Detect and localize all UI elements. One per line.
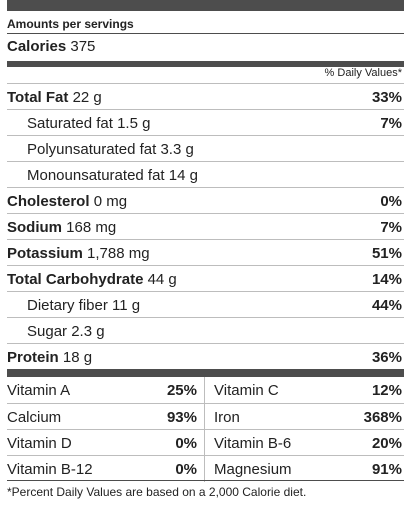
calories-label: Calories bbox=[7, 38, 67, 55]
nutrition-facts-panel: Amounts per servings Calories 375 % Dail… bbox=[7, 0, 404, 507]
nutrient-label: Sodium 168 mg bbox=[7, 219, 116, 236]
nutrient-label: Cholesterol 0 mg bbox=[7, 193, 127, 210]
nutrient-amount: 18 g bbox=[62, 349, 93, 366]
vitamin-divider bbox=[7, 369, 404, 377]
nutrient-percent: 33% bbox=[371, 89, 402, 106]
nutrient-label: Polyunsaturated fat 3.3 g bbox=[27, 141, 194, 158]
vitamin-row: Vitamin A 25% Vitamin C 12% bbox=[7, 377, 404, 403]
column-separator bbox=[204, 430, 205, 456]
nutrient-name: Total Fat bbox=[7, 89, 69, 106]
thick-divider bbox=[7, 61, 404, 67]
nutrient-name: Protein bbox=[7, 349, 59, 366]
nutrient-row: Total Fat 22 g 33% bbox=[7, 83, 404, 109]
nutrient-label: Dietary fiber 11 g bbox=[27, 297, 140, 314]
vitamin-name: Calcium bbox=[7, 409, 62, 426]
vitamin-name: Vitamin A bbox=[7, 382, 71, 399]
nutrient-percent: 14% bbox=[371, 271, 402, 288]
nutrient-name: Total Carbohydrate bbox=[7, 271, 144, 288]
nutrient-percent: 36% bbox=[371, 349, 402, 366]
nutrient-label: Saturated fat 1.5 g bbox=[27, 115, 150, 132]
vitamin-row: Vitamin B-12 0% Magnesium 91% bbox=[7, 455, 404, 482]
vitamin-row: Vitamin D 0% Vitamin B-6 20% bbox=[7, 429, 404, 456]
nutrient-row: Total Carbohydrate 44 g 14% bbox=[7, 265, 404, 291]
nutrient-row: Saturated fat 1.5 g 7% bbox=[7, 109, 404, 135]
nutrient-amount: 1,788 mg bbox=[87, 245, 150, 262]
nutrient-label: Potassium 1,788 mg bbox=[7, 245, 150, 262]
nutrient-amount: 3.3 g bbox=[160, 141, 194, 158]
nutrient-row: Cholesterol 0 mg 0% bbox=[7, 187, 404, 213]
nutrient-row: Protein 18 g 36% bbox=[7, 343, 404, 369]
nutrient-percent: 7% bbox=[380, 219, 402, 236]
nutrient-amount: 2.3 g bbox=[71, 323, 105, 340]
column-separator bbox=[204, 404, 205, 430]
nutrient-percent: 0% bbox=[380, 193, 402, 210]
divider bbox=[7, 33, 404, 34]
vitamin-percent: 25% bbox=[166, 382, 197, 399]
nutrient-row: Monounsaturated fat 14 g bbox=[7, 161, 404, 187]
vitamin-percent: 20% bbox=[371, 435, 402, 452]
vitamin-percent: 12% bbox=[371, 382, 402, 399]
nutrient-row: Sugar 2.3 g bbox=[7, 317, 404, 343]
column-separator bbox=[204, 377, 205, 403]
nutrient-label: Total Carbohydrate 44 g bbox=[7, 271, 177, 288]
vitamin-percent: 93% bbox=[166, 409, 197, 426]
column-separator bbox=[204, 456, 205, 482]
top-bar bbox=[7, 0, 404, 11]
nutrient-name: Monounsaturated fat bbox=[27, 167, 165, 184]
vitamin-percent: 0% bbox=[175, 461, 197, 478]
nutrient-percent: 7% bbox=[380, 115, 402, 132]
vitamin-row: Calcium 93% Iron 368% bbox=[7, 403, 404, 430]
calories-value: 375 bbox=[70, 38, 96, 55]
nutrient-percent: 51% bbox=[371, 245, 402, 262]
nutrient-label: Monounsaturated fat 14 g bbox=[27, 167, 198, 184]
nutrient-label: Sugar 2.3 g bbox=[27, 323, 105, 340]
nutrient-name: Polyunsaturated fat bbox=[27, 141, 157, 158]
vitamin-percent: 0% bbox=[175, 435, 197, 452]
vitamin-name: Vitamin B-6 bbox=[214, 435, 292, 452]
nutrient-name: Cholesterol bbox=[7, 193, 90, 210]
nutrient-amount: 168 mg bbox=[66, 219, 117, 236]
nutrient-list: Total Fat 22 g 33% Saturated fat 1.5 g 7% Po… bbox=[7, 83, 404, 369]
nutrient-percent: 44% bbox=[371, 297, 402, 314]
nutrient-amount: 1.5 g bbox=[117, 115, 151, 132]
vitamin-name: Magnesium bbox=[214, 461, 292, 478]
nutrient-row: Polyunsaturated fat 3.3 g bbox=[7, 135, 404, 161]
nutrient-label: Total Fat 22 g bbox=[7, 89, 102, 106]
daily-values-header: % Daily Values* bbox=[324, 67, 402, 79]
vitamin-percent: 368% bbox=[363, 409, 402, 426]
vitamin-name: Iron bbox=[214, 409, 240, 426]
nutrient-amount: 0 mg bbox=[93, 193, 128, 210]
nutrient-amount: 22 g bbox=[72, 89, 102, 106]
footnote: *Percent Daily Values are based on a 2,0… bbox=[7, 485, 307, 499]
amounts-per-serving: Amounts per servings bbox=[7, 17, 134, 31]
nutrient-name: Sugar bbox=[27, 323, 68, 340]
nutrient-row: Dietary fiber 11 g 44% bbox=[7, 291, 404, 317]
nutrient-row: Sodium 168 mg 7% bbox=[7, 213, 404, 239]
nutrient-name: Potassium bbox=[7, 245, 83, 262]
vitamin-name: Vitamin B-12 bbox=[7, 461, 93, 478]
vitamin-name: Vitamin C bbox=[214, 382, 279, 399]
nutrient-amount: 11 g bbox=[112, 297, 141, 314]
nutrient-name: Sodium bbox=[7, 219, 62, 236]
nutrient-label: Protein 18 g bbox=[7, 349, 92, 366]
vitamin-percent: 91% bbox=[371, 461, 402, 478]
nutrient-amount: 44 g bbox=[147, 271, 177, 288]
calories-line: Calories 375 bbox=[7, 38, 95, 55]
vitamin-name: Vitamin D bbox=[7, 435, 72, 452]
nutrient-name: Saturated fat bbox=[27, 115, 113, 132]
nutrient-amount: 14 g bbox=[168, 167, 198, 184]
nutrient-row: Potassium 1,788 mg 51% bbox=[7, 239, 404, 265]
vitamin-table: Vitamin A 25% Vitamin C 12% Calcium 93% Iron 36… bbox=[7, 377, 404, 482]
footer-divider bbox=[7, 480, 404, 481]
nutrient-name: Dietary fiber bbox=[27, 297, 108, 314]
